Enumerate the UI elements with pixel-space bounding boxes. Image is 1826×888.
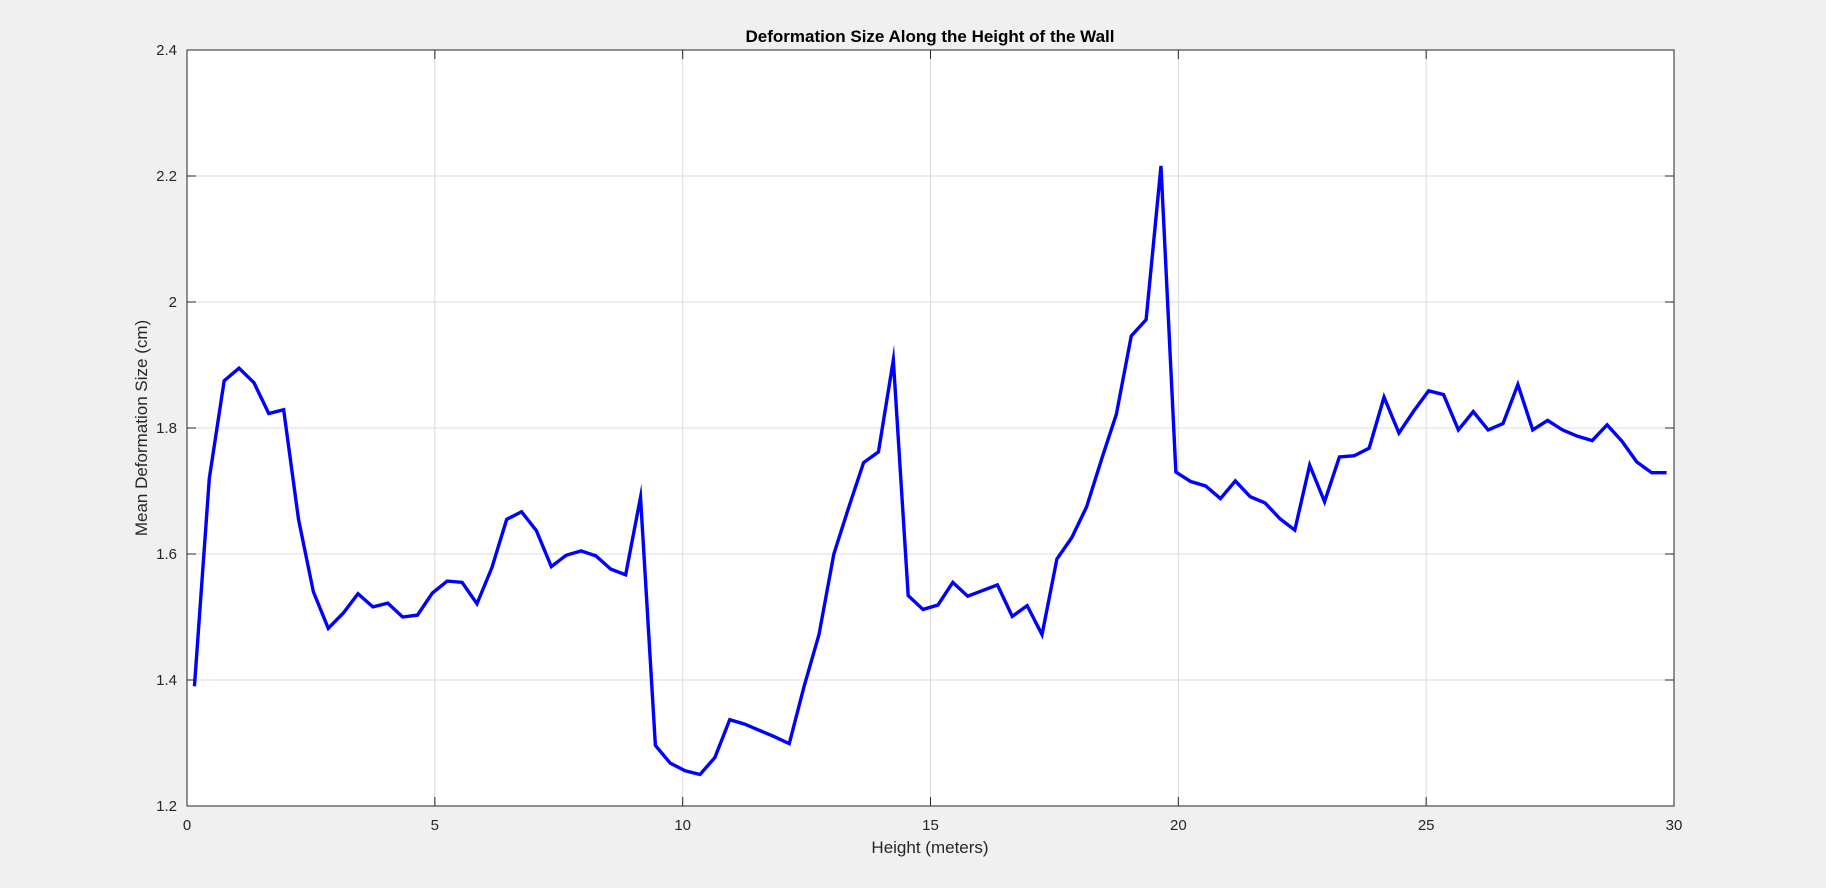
x-tick-label: 30 [1666, 817, 1683, 834]
y-tick-label: 2.2 [156, 168, 177, 185]
y-tick-label: 1.4 [156, 672, 177, 689]
x-axis-label: Height (meters) [871, 838, 988, 857]
y-tick-label: 1.6 [156, 546, 177, 563]
tick-marks [186, 49, 1675, 807]
y-tick-labels: 1.2 1.4 1.6 1.8 2 2.2 2.4 [156, 42, 177, 815]
x-tick-label: 10 [674, 817, 691, 834]
y-tick-label: 1.8 [156, 420, 177, 437]
y-tick-label: 2 [169, 294, 177, 311]
series-line-1 [192, 165, 1667, 777]
chart-title: Deformation Size Along the Height of the… [746, 27, 1115, 46]
x-tick-labels: 0 5 10 15 20 25 30 [183, 817, 1683, 834]
y-axis-label: Mean Deformation Size (cm) [132, 320, 151, 536]
x-tick-label: 0 [183, 817, 191, 834]
x-tick-label: 25 [1418, 817, 1435, 834]
grid-lines [187, 50, 1674, 806]
y-tick-label: 2.4 [156, 42, 177, 59]
x-tick-label: 15 [922, 817, 939, 834]
y-tick-label: 1.2 [156, 798, 177, 815]
x-tick-label: 20 [1170, 817, 1187, 834]
x-tick-label: 5 [431, 817, 439, 834]
series-layer [192, 165, 1667, 777]
